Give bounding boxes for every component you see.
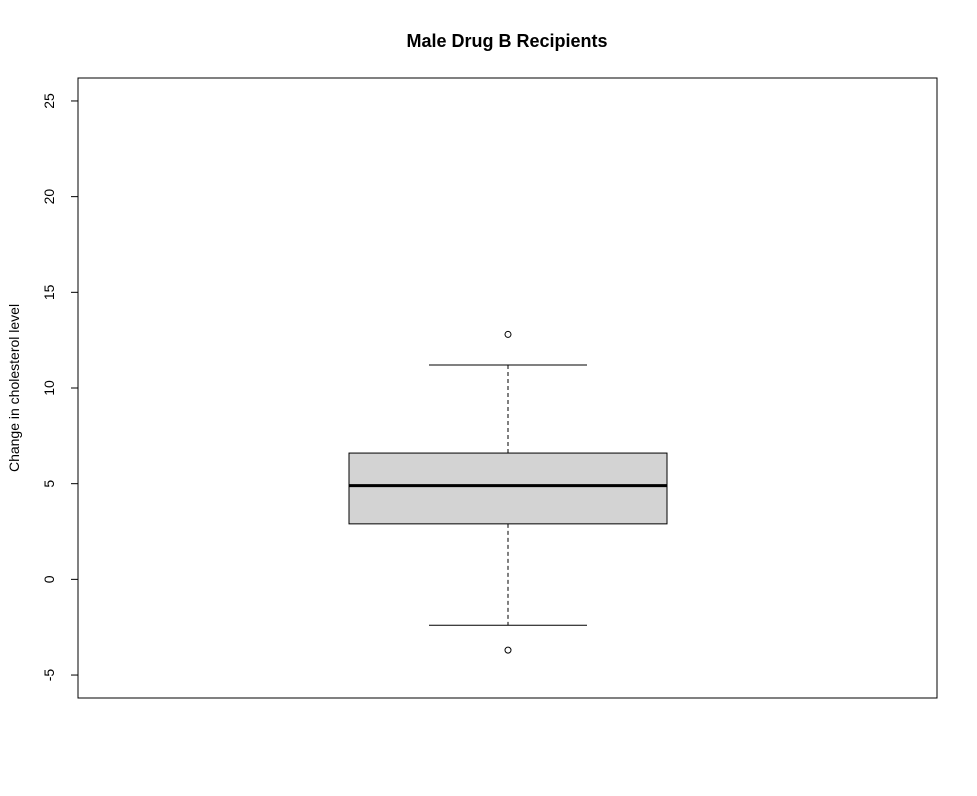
y-axis-label: Change in cholesterol level: [6, 304, 22, 472]
y-tick-label: 10: [41, 380, 57, 396]
y-tick-label: 0: [41, 575, 57, 583]
boxplot-marks: [348, 330, 668, 654]
y-tick-label: -5: [41, 669, 57, 682]
outlier-point: [504, 646, 512, 654]
y-axis: -5 0 5 10 15 20 25: [41, 93, 79, 682]
outlier-point: [504, 330, 512, 338]
y-tick-label: 5: [41, 480, 57, 488]
chart-title: Male Drug B Recipients: [406, 31, 607, 51]
interquartile-box: [348, 452, 668, 525]
y-tick-label: 20: [41, 189, 57, 205]
y-tick-label: 25: [41, 93, 57, 109]
y-tick-label: 15: [41, 284, 57, 300]
